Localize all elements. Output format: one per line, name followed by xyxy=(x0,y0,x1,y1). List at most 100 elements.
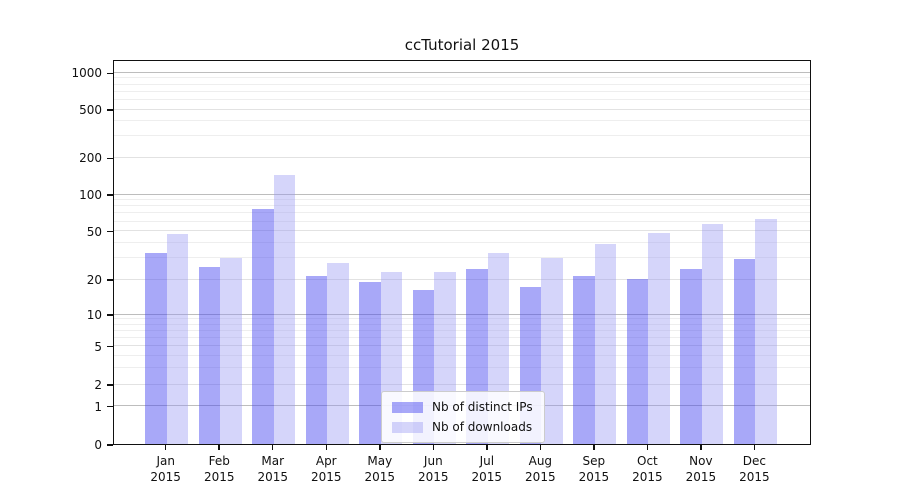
gridline-4 xyxy=(114,354,810,356)
y-tick-mark-50 xyxy=(107,230,113,233)
legend-swatch-distinct-ips xyxy=(392,401,423,413)
gridline-1000 xyxy=(114,71,810,73)
y-tick-label-1: 1 xyxy=(94,399,102,414)
gridline-400 xyxy=(114,120,810,122)
bar-nov-distinct-ips xyxy=(680,269,702,444)
y-tick-label-1000: 1000 xyxy=(71,66,102,81)
gridline-700 xyxy=(114,90,810,92)
gridline-20 xyxy=(114,278,810,280)
gridline-6 xyxy=(114,336,810,338)
gridline-40 xyxy=(114,241,810,243)
gridline-100 xyxy=(114,193,810,195)
bar-apr-distinct-ips xyxy=(305,276,328,444)
x-tick-mark-oct xyxy=(646,445,649,450)
gridline-70 xyxy=(114,212,810,214)
x-tick-label-jul: Jul 2015 xyxy=(471,454,503,484)
x-tick-mark-may xyxy=(379,445,381,450)
y-tick-mark-20 xyxy=(107,279,113,281)
bar-mar-distinct-ips xyxy=(252,208,274,444)
x-tick-label-may: May 2015 xyxy=(364,454,396,484)
plot-area: Nb of distinct IPs Nb of downloads xyxy=(113,60,811,445)
y-tick-mark-5 xyxy=(107,345,113,348)
gridline-600 xyxy=(114,98,810,100)
gridline-2 xyxy=(114,383,810,385)
legend-swatch-downloads xyxy=(392,421,423,433)
y-tick-mark-0 xyxy=(107,444,113,446)
bar-may-distinct-ips xyxy=(359,281,381,444)
y-tick-label-50: 50 xyxy=(86,224,102,239)
x-tick-mark-mar xyxy=(271,445,274,450)
legend-label-downloads: Nb of downloads xyxy=(432,420,533,434)
x-tick-mark-jan xyxy=(164,445,167,450)
x-tick-mark-aug xyxy=(539,445,542,450)
bar-oct-distinct-ips xyxy=(626,279,649,444)
y-tick-label-20: 20 xyxy=(86,273,102,287)
y-tick-mark-500 xyxy=(107,109,113,111)
gridline-90 xyxy=(114,199,810,201)
x-tick-label-sep: Sep 2015 xyxy=(578,454,610,484)
y-tick-label-500: 500 xyxy=(79,103,102,117)
gridline-50 xyxy=(114,230,810,232)
bar-apr-downloads xyxy=(327,263,349,444)
gridline-7 xyxy=(114,329,810,331)
y-tick-mark-2 xyxy=(107,384,113,386)
gridline-200 xyxy=(114,156,810,158)
y-tick-label-100: 100 xyxy=(79,188,102,202)
gridline-60 xyxy=(114,220,810,222)
gridline-30 xyxy=(114,257,810,259)
x-tick-label-feb: Feb 2015 xyxy=(203,454,235,484)
x-tick-label-aug: Aug 2015 xyxy=(525,454,556,484)
x-tick-mark-jul xyxy=(486,445,488,450)
bar-sep-distinct-ips xyxy=(573,276,595,444)
bar-jan-downloads xyxy=(166,234,189,444)
legend-item-distinct-ips: Nb of distinct IPs xyxy=(390,397,536,417)
gridline-500 xyxy=(114,108,810,110)
x-tick-label-jun: Jun 2015 xyxy=(418,454,449,484)
gridline-900 xyxy=(114,77,810,79)
x-tick-label-mar: Mar 2015 xyxy=(257,454,288,484)
bar-nov-downloads xyxy=(701,223,724,444)
bar-dec-downloads xyxy=(755,218,777,444)
y-tick-label-2: 2 xyxy=(94,378,102,392)
gridline-9 xyxy=(114,318,810,320)
gridline-5 xyxy=(114,345,810,347)
bar-dec-distinct-ips xyxy=(733,259,756,444)
y-tick-mark-1000 xyxy=(107,72,113,75)
bar-sep-downloads xyxy=(594,243,617,444)
y-tick-mark-1 xyxy=(107,405,113,408)
legend: Nb of distinct IPs Nb of downloads xyxy=(381,391,545,443)
x-tick-mark-jun xyxy=(432,445,435,450)
x-tick-mark-nov xyxy=(700,445,702,450)
x-tick-mark-sep xyxy=(593,445,595,450)
x-tick-label-nov: Nov 2015 xyxy=(685,454,717,484)
gridline-300 xyxy=(114,135,810,137)
y-tick-mark-10 xyxy=(107,314,113,316)
x-tick-label-jan: Jan 2015 xyxy=(150,454,181,484)
bar-feb-distinct-ips xyxy=(198,267,221,444)
gridline-80 xyxy=(114,205,810,207)
bar-oct-downloads xyxy=(648,232,670,444)
y-tick-mark-200 xyxy=(107,157,113,160)
y-tick-label-5: 5 xyxy=(94,339,102,354)
x-tick-label-apr: Apr 2015 xyxy=(310,454,342,484)
x-tick-mark-dec xyxy=(753,445,756,450)
x-tick-mark-feb xyxy=(218,445,220,450)
bar-jan-distinct-ips xyxy=(145,252,167,444)
y-tick-label-0: 0 xyxy=(94,438,102,452)
legend-item-downloads: Nb of downloads xyxy=(390,417,536,437)
bar-aug-downloads xyxy=(541,257,563,444)
gridline-800 xyxy=(114,83,810,85)
x-tick-label-oct: Oct 2015 xyxy=(632,454,663,484)
gridline-3 xyxy=(114,366,810,368)
gridline-8 xyxy=(114,323,810,325)
y-tick-label-200: 200 xyxy=(79,151,102,166)
bar-feb-downloads xyxy=(220,257,242,444)
gridline-10 xyxy=(114,313,810,315)
y-tick-label-10: 10 xyxy=(86,308,102,322)
x-tick-label-dec: Dec 2015 xyxy=(739,454,770,484)
y-tick-mark-100 xyxy=(107,194,113,196)
chart-title: ccTutorial 2015 xyxy=(404,36,520,54)
legend-label-distinct-ips: Nb of distinct IPs xyxy=(432,400,533,414)
x-tick-mark-apr xyxy=(325,445,327,450)
